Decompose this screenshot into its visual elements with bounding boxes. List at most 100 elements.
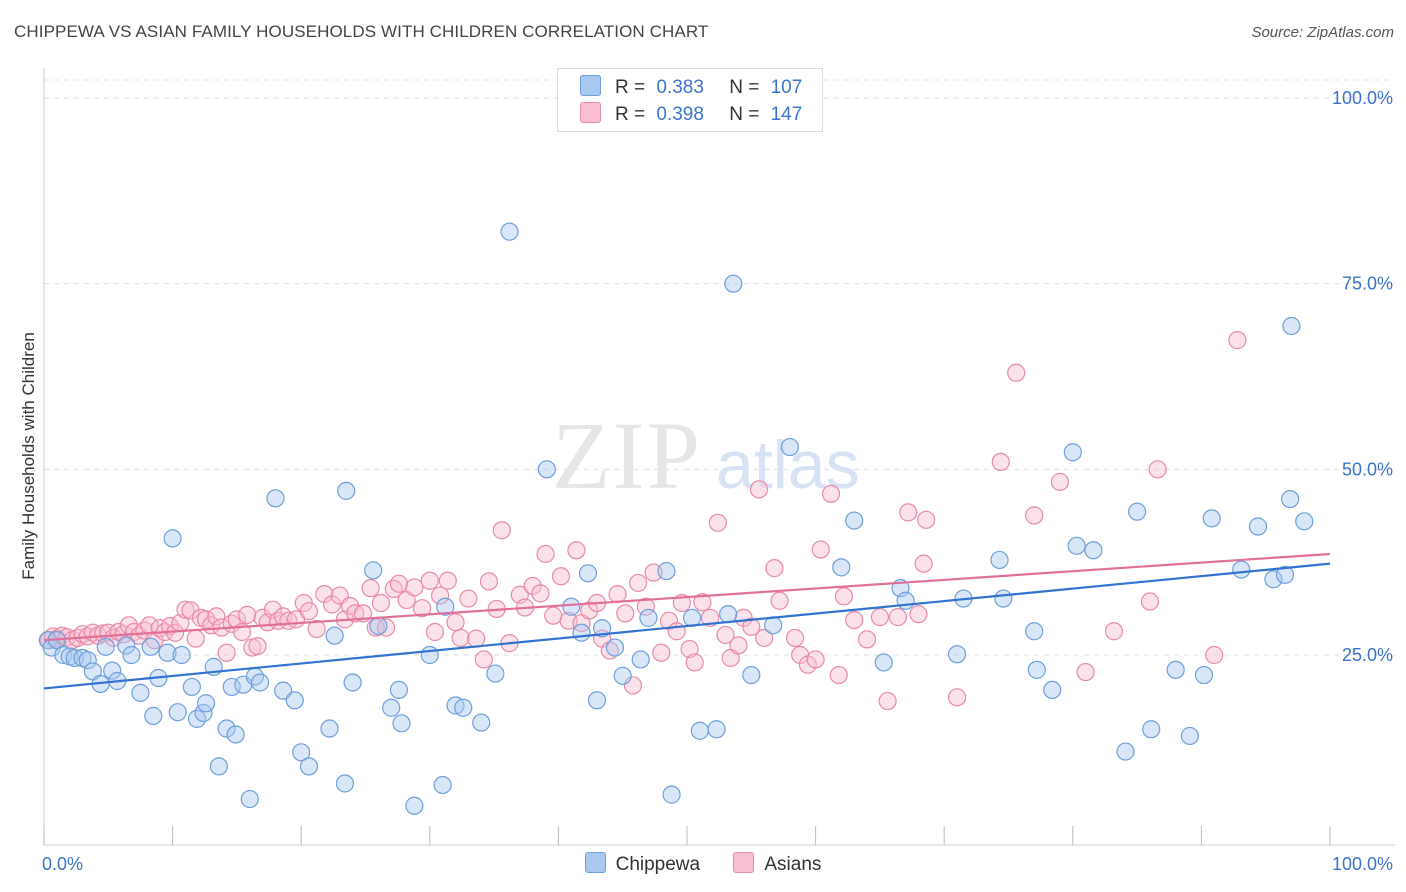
point-chippewa — [1282, 316, 1301, 336]
legend-swatch-chippewa — [580, 75, 601, 96]
y-tick-label: 75.0% — [1342, 274, 1393, 294]
point-asians — [1050, 472, 1070, 492]
point-asians — [770, 591, 789, 610]
point-chippewa — [780, 437, 799, 457]
point-asians — [248, 636, 267, 656]
point-asians — [544, 606, 563, 625]
point-chippewa — [1067, 536, 1086, 555]
point-chippewa — [364, 561, 383, 580]
y-tick-label: 100.0% — [1332, 88, 1393, 108]
point-chippewa — [320, 719, 339, 738]
point-asians — [94, 624, 113, 643]
point-chippewa — [500, 222, 519, 241]
point-chippewa — [1232, 560, 1251, 579]
point-asians — [181, 601, 200, 620]
point-asians — [870, 608, 890, 627]
point-asians — [685, 653, 704, 672]
point-asians — [346, 604, 365, 623]
trend-lines — [43, 552, 1331, 690]
point-chippewa — [158, 643, 177, 662]
chart-source: Source: ZipAtlas.com — [1251, 24, 1394, 41]
point-chippewa — [285, 691, 304, 710]
point-asians — [536, 544, 555, 564]
point-chippewa — [78, 651, 97, 670]
point-asians — [186, 629, 205, 648]
point-chippewa — [613, 666, 632, 685]
point-chippewa — [103, 661, 122, 680]
point-chippewa — [433, 775, 452, 795]
point-asians — [207, 607, 226, 626]
point-asians — [384, 579, 403, 599]
point-asians — [680, 639, 699, 659]
trend-line-chippewa — [43, 562, 1331, 690]
point-chippewa — [54, 645, 73, 665]
point-asians — [412, 599, 432, 618]
legend-swatch-chippewa — [584, 852, 606, 873]
point-chippewa — [832, 558, 851, 577]
point-asians — [299, 602, 319, 621]
point-chippewa — [337, 481, 356, 500]
point-asians — [616, 604, 635, 623]
gridlines — [44, 79, 1395, 656]
point-asians — [947, 688, 967, 707]
trend-line-asians — [43, 552, 1331, 642]
point-chippewa — [117, 636, 136, 655]
point-chippewa — [405, 796, 424, 815]
legend-n-value: 107 — [770, 77, 803, 98]
point-chippewa — [420, 645, 439, 665]
point-asians — [693, 593, 712, 612]
point-asians — [811, 540, 830, 559]
point-chippewa — [994, 589, 1013, 608]
point-chippewa — [1127, 502, 1147, 521]
point-chippewa — [369, 616, 388, 636]
point-asians — [459, 589, 478, 608]
legend-r-value: 0.398 — [656, 104, 704, 125]
tick-labels: 25.0% 50.0% 75.0% 100.0% 0.0% 100.0% — [42, 88, 1393, 874]
point-asians — [263, 600, 283, 619]
point-chippewa — [572, 623, 591, 642]
point-asians — [742, 617, 761, 636]
point-chippewa — [292, 743, 311, 762]
point-chippewa — [1202, 509, 1221, 528]
point-chippewa — [240, 789, 259, 809]
point-chippewa — [266, 489, 285, 508]
point-chippewa — [299, 757, 319, 776]
point-chippewa — [172, 645, 191, 665]
point-asians — [389, 574, 409, 593]
point-chippewa — [122, 645, 141, 665]
point-chippewa — [454, 698, 473, 717]
point-chippewa — [217, 719, 236, 738]
point-chippewa — [1142, 720, 1161, 739]
point-chippewa — [845, 511, 864, 530]
legend-n-label: N = — [729, 104, 760, 125]
point-chippewa — [1116, 742, 1135, 761]
point-asians — [438, 571, 457, 590]
point-chippewa — [742, 665, 761, 685]
point-chippewa — [141, 637, 160, 656]
legend-r-label: R = — [615, 77, 646, 98]
point-chippewa — [896, 591, 915, 610]
point-asians — [629, 573, 648, 593]
point-asians — [729, 636, 748, 655]
legend-row-chippewa: R = 0.383 N = 107 — [580, 75, 802, 101]
point-asians — [878, 691, 897, 711]
series-chippewa — [38, 222, 1314, 815]
point-chippewa — [182, 677, 201, 697]
point-asians — [917, 510, 936, 529]
point-chippewa — [662, 785, 681, 804]
legend-n-value: 147 — [770, 104, 803, 125]
point-chippewa — [209, 757, 228, 776]
point-asians — [1025, 506, 1044, 525]
point-asians — [716, 625, 735, 645]
point-chippewa — [131, 683, 150, 702]
point-chippewa — [1275, 565, 1295, 584]
point-chippewa — [990, 550, 1009, 570]
point-chippewa — [719, 605, 738, 624]
point-asians — [888, 608, 908, 627]
point-asians — [361, 579, 380, 598]
point-chippewa — [1025, 622, 1044, 641]
x-tick-label: 100.0% — [1332, 854, 1393, 874]
watermark-atlas: atlas — [716, 427, 860, 503]
point-chippewa — [325, 626, 344, 645]
